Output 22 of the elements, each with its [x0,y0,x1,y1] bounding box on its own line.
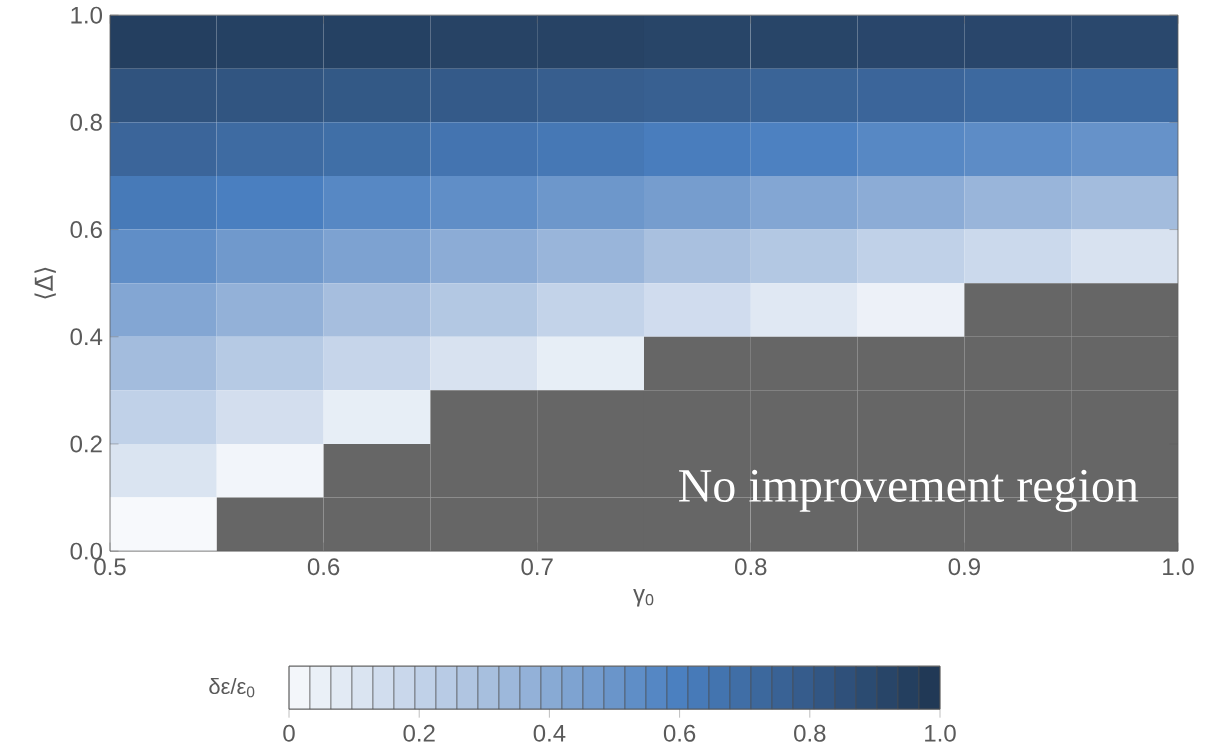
y-tick-label: 0.2 [70,435,102,453]
y-tick-label: 0.4 [70,328,103,346]
y-tick-label: 0.0 [70,542,103,560]
x-axis-title: γ$_{0}$ [633,588,654,607]
y-tick-label: 0.8 [70,113,102,131]
x-tick-label: 0.7 [521,558,553,576]
x-tick-label: 0.6 [307,558,340,576]
x-tick-label: 1.0 [1163,558,1194,576]
y-axis-title: ⟨Δ̄⟩ [34,267,56,299]
color-bar-label: 0.6 [663,724,696,742]
y-tick-label: 1.0 [71,6,103,24]
x-tick-label: 0.5 [94,558,126,576]
y-tick-label: 0.6 [70,220,102,238]
color-bar-label: 0 [283,724,295,742]
x-tick-label: 0.9 [948,558,980,576]
color-bar-title: δε/ε$_{0}$ [209,677,255,698]
x-tick-label: 0.8 [735,558,767,576]
color-bar-label: 0.8 [794,724,826,742]
color-bar-label: 0.2 [403,724,435,742]
color-bar-label: 1.0 [925,724,956,742]
color-bar-label: 0.4 [533,724,566,742]
annotation: No improvement region [679,469,1139,512]
